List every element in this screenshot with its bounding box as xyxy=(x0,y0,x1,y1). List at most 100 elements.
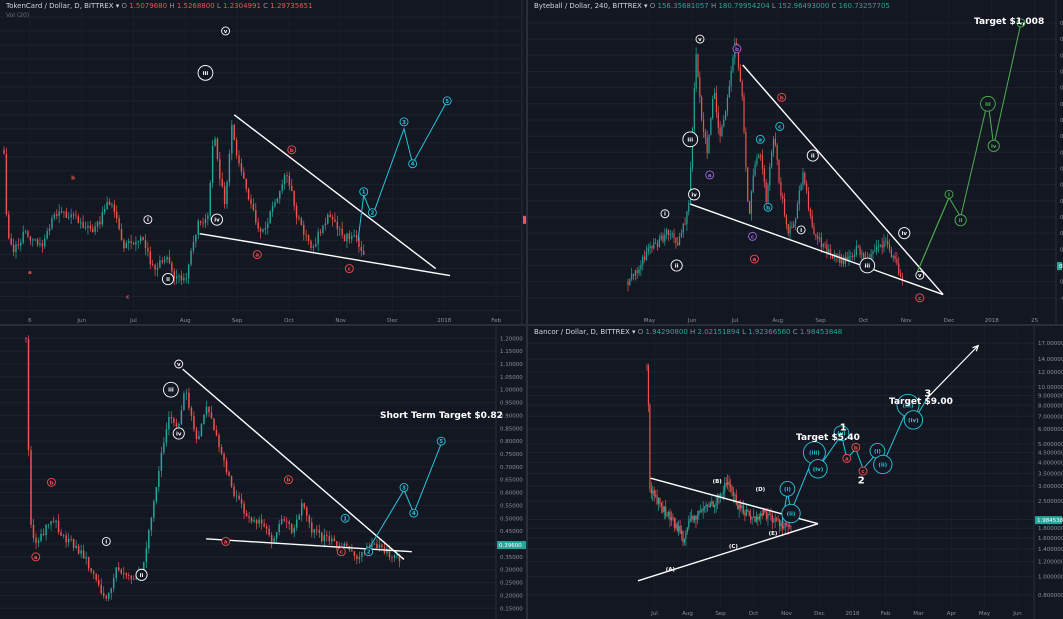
candle-body xyxy=(783,526,785,529)
symbol-title[interactable]: TokenCard / Dollar, D, BITTREX xyxy=(6,2,114,10)
wave-label: ii xyxy=(166,277,170,283)
wave-label-circle xyxy=(340,513,350,523)
candle-body xyxy=(739,67,741,82)
candle-body xyxy=(715,502,717,506)
candle-body xyxy=(772,138,775,153)
candle-body xyxy=(699,510,701,512)
candle-body xyxy=(876,246,878,251)
candle-body xyxy=(178,424,180,427)
candle-body xyxy=(727,481,729,485)
candle-body xyxy=(204,219,207,224)
tokencard-chart[interactable]: 4.200000004.000000003.800000003.60000000… xyxy=(0,0,528,326)
y-tick-label: 0.35000000 xyxy=(1060,166,1063,172)
wave-label: b xyxy=(71,176,75,182)
candle-body xyxy=(776,144,778,160)
candle-body xyxy=(688,521,690,528)
candle-body xyxy=(353,551,356,556)
y-tick-label: 1.05000 xyxy=(500,375,523,381)
candle-body xyxy=(96,221,99,227)
y-tick-label: 0.30000 xyxy=(500,568,523,574)
wave-label-circle xyxy=(409,508,419,518)
candle-body xyxy=(15,244,17,253)
candle-body xyxy=(853,254,856,257)
wave-label-circle xyxy=(705,170,715,180)
y-tick-label: 1.2000000 xyxy=(1038,560,1063,566)
chart3-chart[interactable]: 1.20000 1.15000 1.10000 1.05000 1.00000 0.950… xyxy=(0,326,528,619)
bancor-chart-panel[interactable]: 17.000000014.000000012.000000010.0000000… xyxy=(528,326,1063,619)
candle-body xyxy=(22,231,24,243)
wave-label: (D) xyxy=(756,487,766,493)
candle-body xyxy=(708,505,710,507)
candle-body xyxy=(159,260,161,268)
candle-body xyxy=(262,229,264,232)
wave-label: iv xyxy=(902,231,908,237)
candle-body xyxy=(706,137,708,154)
candle-body xyxy=(701,510,703,512)
chart3-panel[interactable]: 1.20000 1.15000 1.10000 1.05000 1.00000 0.950… xyxy=(0,326,528,619)
symbol-title[interactable]: Byteball / Dollar, 240, BITTREX xyxy=(534,2,642,10)
candle-body xyxy=(70,214,72,218)
wave-label: c xyxy=(778,124,781,130)
x-tick-label: Sep xyxy=(815,318,826,324)
candle-body xyxy=(705,504,707,508)
candle-body xyxy=(807,191,810,210)
last-price-label: 1.98453848 xyxy=(1037,518,1063,524)
wave-label: ii xyxy=(959,218,963,224)
candle-body xyxy=(193,415,195,430)
trendline xyxy=(233,114,437,270)
bancor-chart[interactable]: 17.000000014.000000012.000000010.0000000… xyxy=(528,326,1063,619)
candle-body xyxy=(264,228,267,230)
low-value: 1.92366560 xyxy=(748,328,791,336)
wave-label-circle xyxy=(796,225,806,235)
candle-body xyxy=(752,175,754,192)
candle-body xyxy=(388,548,391,558)
candle-body xyxy=(185,392,188,394)
candle-body xyxy=(57,520,60,533)
byteball-chart-panel[interactable]: 0.80000000 0.75000000 0.70000000 0.65000000… xyxy=(528,0,1063,326)
candle-body xyxy=(263,523,265,527)
candle-body xyxy=(378,544,381,548)
wave-label: b xyxy=(735,47,739,53)
symbol-title[interactable]: Bancor / Dollar, D, BITTREX xyxy=(534,328,630,336)
candle-body xyxy=(290,524,293,533)
y-tick-label: 0.50000 xyxy=(500,516,523,522)
candle-body xyxy=(197,220,199,235)
wave-label: i xyxy=(105,539,107,545)
x-tick-label: Oct xyxy=(284,318,294,324)
wave-label-circle xyxy=(898,227,911,240)
candle-body xyxy=(899,273,902,278)
candle-body xyxy=(361,552,363,558)
candle-body xyxy=(787,224,789,234)
last-price-tag xyxy=(523,215,527,224)
x-tick-label: Jun xyxy=(687,318,697,324)
candle-body xyxy=(717,112,719,128)
y-tick-label: 2.5000000 xyxy=(1038,499,1063,505)
wave-label: v xyxy=(224,29,228,35)
candle-body xyxy=(62,535,65,537)
wave-label: 3 xyxy=(402,485,406,491)
x-tick-label: 2018 xyxy=(985,318,999,324)
projection-path xyxy=(781,397,929,524)
candle-body xyxy=(685,531,687,539)
wave-label: (iii) xyxy=(903,403,914,409)
wave-label: iii xyxy=(985,102,991,108)
candle-body xyxy=(787,524,789,527)
candle-body xyxy=(800,184,802,191)
candle-body xyxy=(638,269,640,274)
tokencard-chart-panel[interactable]: 4.200000004.000000003.800000003.60000000… xyxy=(0,0,528,326)
x-tick-label: Sep xyxy=(715,611,726,617)
candle-body xyxy=(155,486,158,502)
byteball-chart[interactable]: 0.80000000 0.75000000 0.70000000 0.65000000… xyxy=(528,0,1063,326)
candle-body xyxy=(877,246,880,248)
wave-label-circle xyxy=(163,381,179,398)
candle-body xyxy=(760,155,762,157)
candle-body xyxy=(65,535,67,543)
wave-label: 2 xyxy=(370,211,374,217)
trendline xyxy=(742,64,944,296)
candle-body xyxy=(25,338,27,340)
candle-body xyxy=(228,472,230,477)
y-tick-label: 1.00000 xyxy=(500,388,523,394)
candle-body xyxy=(336,221,339,230)
y-tick-label: 0.45000000 xyxy=(1060,134,1063,140)
candle-body xyxy=(738,504,740,510)
